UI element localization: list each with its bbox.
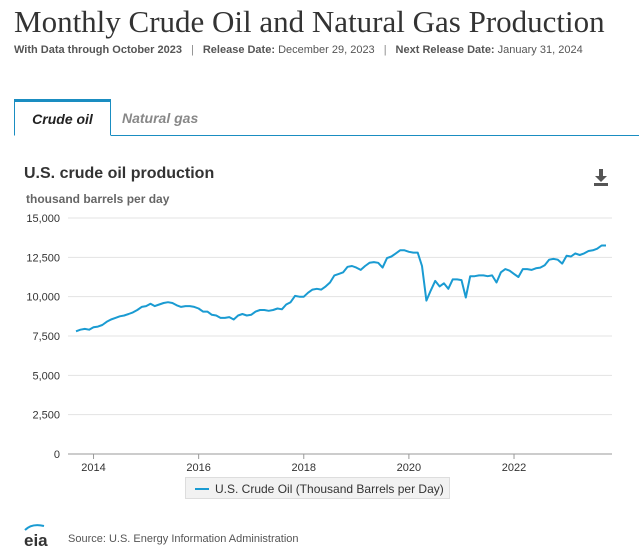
tab-crude-oil[interactable]: Crude oil — [14, 99, 111, 136]
legend-label: U.S. Crude Oil (Thousand Barrels per Day… — [215, 482, 444, 496]
next-release-label: Next Release Date: — [395, 44, 495, 56]
next-release-date: January 31, 2024 — [497, 44, 583, 56]
legend-swatch — [195, 487, 209, 490]
x-tick-label: 2020 — [397, 462, 421, 474]
y-tick-label: 12,500 — [26, 252, 60, 264]
tab-natural-gas[interactable]: Natural gas — [122, 110, 199, 126]
y-tick-label: 5,000 — [32, 370, 60, 382]
release-date-label: Release Date: — [202, 44, 275, 56]
y-tick-label: 0 — [54, 449, 60, 461]
separator: | — [190, 44, 194, 56]
y-tick-label: 7,500 — [32, 331, 60, 343]
x-tick-label: 2016 — [186, 462, 210, 474]
data-through-label: With Data through October 2023 — [14, 44, 182, 56]
tab-bar: Crude oil Natural gas — [14, 99, 639, 136]
separator: | — [383, 44, 387, 56]
x-tick-label: 2022 — [502, 462, 526, 474]
grid-lines — [68, 217, 612, 455]
download-icon[interactable] — [591, 167, 611, 187]
y-tick-label: 2,500 — [32, 410, 60, 422]
series-line-crude-oil[interactable] — [75, 244, 606, 333]
eia-logo-text: eia — [24, 531, 48, 549]
page-title: Monthly Crude Oil and Natural Gas Produc… — [14, 4, 605, 39]
chart-title: U.S. crude oil production — [24, 165, 215, 182]
x-axis-ticks: 2014 2016 2018 2020 2022 — [81, 454, 526, 474]
release-date: December 29, 2023 — [278, 44, 375, 56]
y-tick-label: 10,000 — [26, 292, 60, 304]
legend-item-crude-oil[interactable]: U.S. Crude Oil (Thousand Barrels per Day… — [185, 477, 450, 499]
x-tick-label: 2014 — [81, 462, 105, 474]
series-layer — [75, 244, 606, 333]
y-tick-label: 15,000 — [26, 213, 60, 225]
x-tick-label: 2018 — [292, 462, 316, 474]
y-axis-ticks: 0 2,500 5,000 7,500 10,000 12,500 15,000 — [26, 213, 60, 461]
y-axis-unit-label: thousand barrels per day — [26, 192, 170, 206]
release-info: With Data through October 2023 | Release D… — [14, 44, 583, 56]
eia-logo[interactable]: eia — [22, 521, 62, 549]
source-note: Source: U.S. Energy Information Administ… — [68, 533, 299, 545]
